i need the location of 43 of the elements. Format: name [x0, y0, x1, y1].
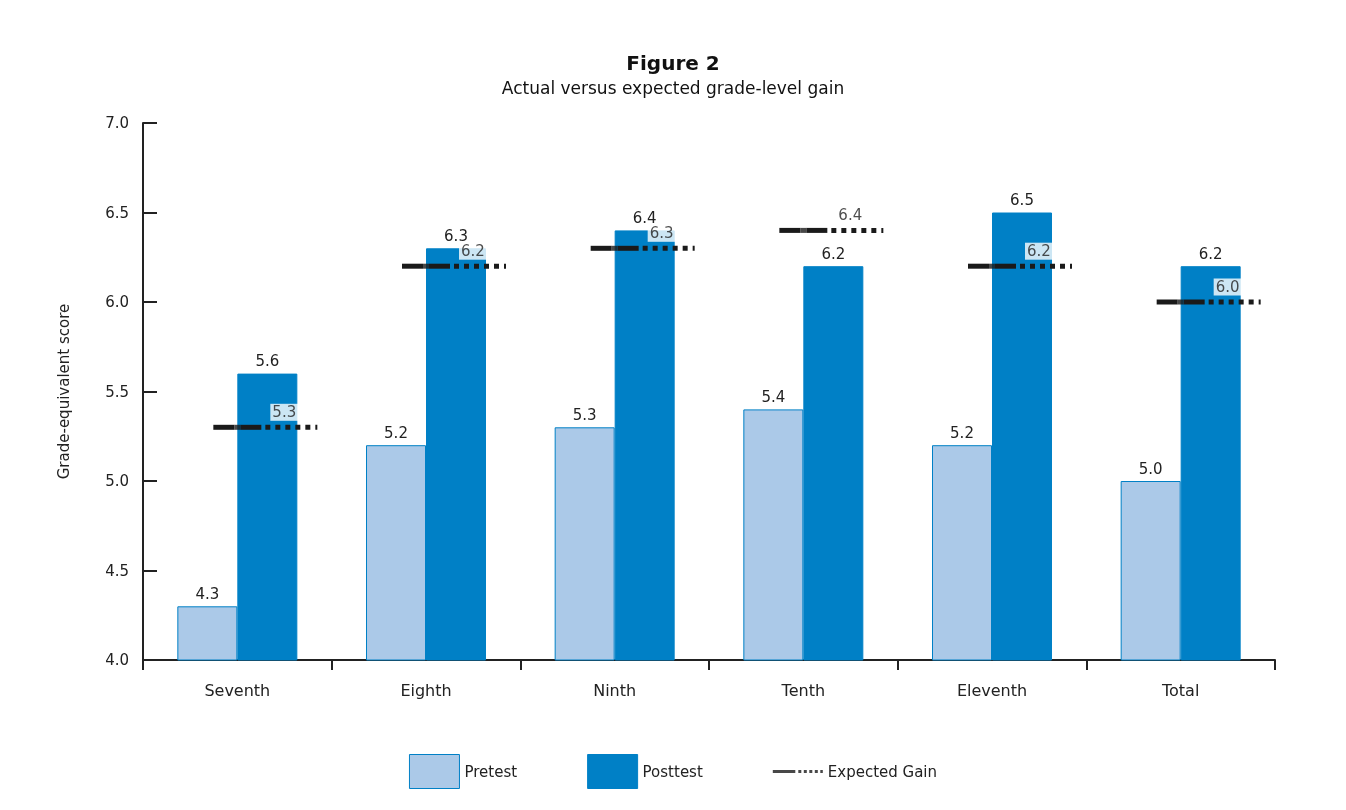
point	[423, 263, 429, 269]
data-label: 5.2	[950, 423, 974, 442]
data-label: 6.5	[1010, 191, 1034, 209]
legend-label: Expected Gain	[827, 762, 938, 781]
data-label: 6.2	[821, 244, 846, 263]
y-tick-label: 4.5	[105, 561, 129, 580]
x-tick-label: Eighth	[400, 680, 452, 700]
point	[989, 263, 995, 269]
y-axis-title: Grade-equivalent score	[54, 303, 73, 480]
chart-subtitle: Actual versus expected grade-level gain	[501, 77, 845, 98]
y-tick-label: 5.5	[105, 382, 129, 401]
x-tick-label: Total	[1160, 680, 1200, 700]
point	[1177, 299, 1184, 305]
x-tick-label: Ninth	[593, 680, 637, 700]
x-tick-label: Eleventh	[956, 680, 1028, 700]
data-label: 5.0	[1138, 459, 1163, 478]
x-tick-label: Seventh	[204, 680, 271, 700]
y-tick-label: 6.5	[105, 203, 129, 222]
point	[234, 424, 241, 430]
point	[611, 245, 618, 251]
y-tick-label: 7.0	[105, 114, 129, 132]
data-label: 6.3	[649, 224, 674, 243]
data-label: 5.2	[384, 423, 408, 442]
data-label: 6.4	[632, 208, 657, 227]
data-label: 5.4	[761, 387, 786, 406]
point	[800, 227, 807, 233]
data-label: 5.3	[272, 403, 297, 422]
data-label: 6.4	[838, 206, 863, 225]
data-label: 4.3	[195, 584, 220, 603]
legend-label: Posttest	[642, 762, 703, 781]
legend-label: Pretest	[464, 762, 518, 781]
data-label: 6.2	[1027, 242, 1051, 261]
chart-title: Figure 2	[626, 51, 720, 75]
data-label: 6.3	[444, 226, 468, 245]
data-label: 6.2	[1198, 244, 1223, 263]
y-tick-label: 5.0	[105, 472, 129, 490]
data-label: 6.0	[1215, 278, 1240, 296]
x-tick-label: Tenth	[780, 680, 826, 700]
data-label: 5.3	[572, 405, 597, 424]
y-tick-label: 4.0	[105, 651, 129, 669]
y-tick-label: 6.0	[105, 293, 129, 311]
data-label: 5.6	[255, 352, 280, 371]
data-label: 6.2	[461, 242, 485, 261]
